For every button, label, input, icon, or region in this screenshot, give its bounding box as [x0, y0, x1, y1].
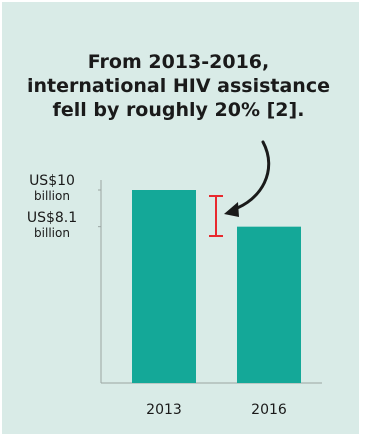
headline-line-2: international HIV assistance — [27, 75, 330, 97]
x-tick-label: 2013 — [146, 402, 182, 418]
arrow-head-icon — [224, 202, 239, 217]
bar-2013 — [132, 190, 196, 383]
y-tick-unit: billion — [34, 225, 70, 240]
headline: From 2013-2016, international HIV assist… — [16, 50, 341, 122]
y-tick-label: US$10 billion — [20, 173, 84, 203]
y-tick-unit: billion — [34, 189, 70, 203]
bar-2016 — [237, 226, 301, 383]
x-tick-label: 2016 — [251, 402, 287, 418]
pointer-arrow — [230, 140, 271, 212]
headline-line-3: fell by roughly 20% [2]. — [52, 99, 305, 121]
headline-line-1: From 2013-2016, — [87, 51, 270, 73]
y-tick-value: US$10 — [29, 173, 75, 189]
y-tick-value: US$8.1 — [26, 209, 78, 226]
y-tick-label: US$8.1 billion — [20, 210, 84, 240]
